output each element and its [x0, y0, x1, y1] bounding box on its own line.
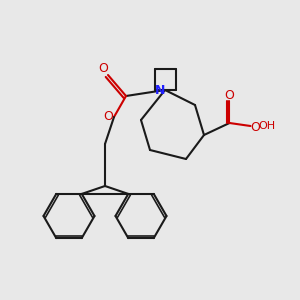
Text: N: N [155, 83, 166, 97]
Text: O: O [250, 121, 260, 134]
Text: O: O [99, 62, 108, 76]
Text: O: O [103, 110, 113, 124]
Text: O: O [225, 89, 234, 103]
Text: OH: OH [258, 121, 275, 131]
